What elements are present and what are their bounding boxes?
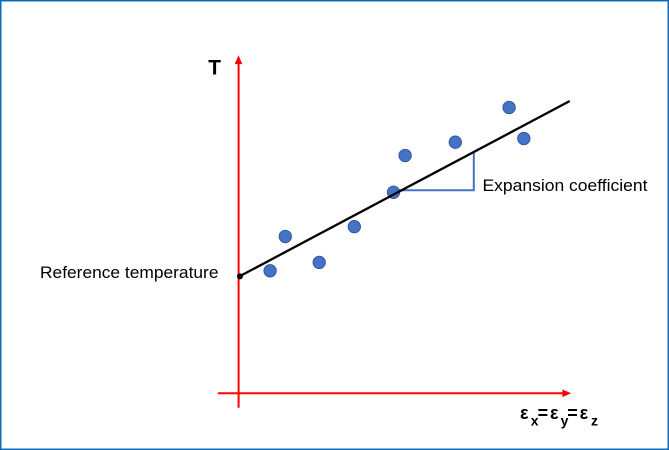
svg-text:z: z [591,413,598,429]
svg-text:ε: ε [550,403,559,423]
svg-text:Reference temperature: Reference temperature [40,263,219,282]
svg-text:Expansion coefficient: Expansion coefficient [483,176,648,195]
svg-text:T: T [208,56,221,79]
svg-text:x: x [531,413,539,429]
svg-text:ε: ε [520,403,529,423]
svg-text:=: = [538,403,549,423]
svg-text:ε: ε [580,403,589,423]
svg-text:y: y [561,413,569,429]
svg-text:=: = [567,403,578,423]
